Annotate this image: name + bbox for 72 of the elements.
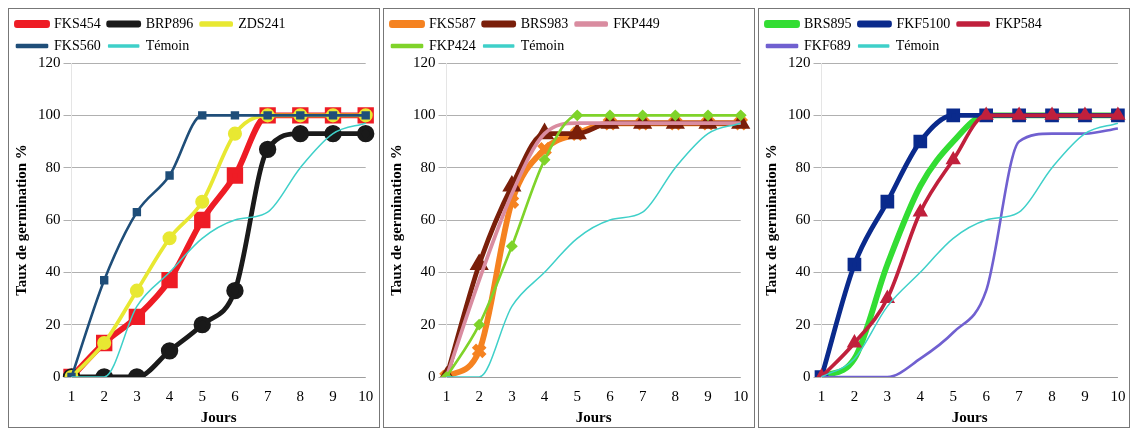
y-tick-label: 100 [788,106,811,123]
legend-label: BRS895 [804,15,852,31]
legend-label: Témoin [520,37,565,53]
y-tick-label: 60 [420,210,436,227]
y-tick-label: 80 [795,158,811,175]
x-tick-label: 8 [296,387,305,404]
x-tick-label: 9 [329,387,337,404]
legend-label: FKP424 [429,37,476,53]
x-tick-label: 3 [133,387,141,404]
x-tick-label: 3 [508,387,516,404]
x-tick-label: 7 [1015,387,1024,404]
y-tick-label: 40 [795,263,811,280]
y-tick-label: 120 [788,53,811,70]
legend-label: FKS454 [54,15,101,31]
y-tick-label: 100 [38,106,61,123]
y-axis-title: Taux de germination % [12,144,29,296]
x-tick-label: 4 [916,387,925,404]
legend-label: Témoin [145,37,190,53]
x-tick-label: 4 [165,387,174,404]
x-tick-label: 2 [100,387,108,404]
legend-label: FKF689 [804,37,851,53]
legend-label: BRS983 [520,15,569,31]
y-tick-label: 20 [795,315,811,332]
x-tick-label: 10 [733,387,749,404]
legend-label: FKF5100 [896,15,951,31]
y-tick-label: 40 [45,263,61,280]
legend-label: FKS560 [54,37,101,53]
x-tick-label: 5 [198,387,207,404]
y-tick-label: 20 [45,315,61,332]
legend-label: FKS587 [429,15,476,31]
x-tick-label: 6 [982,387,991,404]
x-tick-label: 5 [949,387,957,404]
x-axis-title: Jours [200,408,237,425]
y-axis-title: Taux de germination % [387,144,404,296]
legend-label: FKP449 [613,15,660,31]
x-axis-title: Jours [575,408,612,425]
x-tick-label: 1 [442,387,451,404]
y-axis-title: Taux de germination % [762,144,779,296]
y-tick-label: 0 [53,367,61,384]
x-tick-label: 3 [883,387,892,404]
y-tick-label: 100 [413,106,436,123]
y-tick-label: 0 [428,367,436,384]
x-tick-label: 2 [850,387,859,404]
x-tick-label: 1 [817,387,826,404]
x-tick-label: 8 [671,387,680,404]
y-tick-label: 120 [413,53,436,70]
y-tick-label: 20 [420,315,436,332]
y-tick-label: 40 [420,263,436,280]
x-tick-label: 10 [358,387,374,404]
y-tick-label: 60 [45,210,61,227]
x-tick-label: 5 [573,387,582,404]
x-axis-title: Jours [951,408,988,425]
legend-label: BRP896 [145,15,194,31]
x-tick-label: 9 [704,387,712,404]
legend-label: ZDS241 [238,15,286,31]
y-tick-label: 80 [45,158,61,175]
x-tick-label: 9 [1081,387,1089,404]
x-tick-label: 2 [475,387,483,404]
y-tick-label: 60 [795,210,811,227]
x-tick-label: 4 [540,387,549,404]
x-tick-label: 8 [1048,387,1056,404]
x-tick-label: 6 [231,387,240,404]
legend-label: FKP584 [995,15,1042,31]
x-tick-label: 7 [638,387,647,404]
x-tick-label: 7 [263,387,272,404]
y-tick-label: 80 [420,158,436,175]
x-tick-label: 6 [606,387,615,404]
x-tick-label: 1 [67,387,76,404]
legend-label: Témoin [895,37,940,53]
y-tick-label: 0 [803,367,811,384]
y-tick-label: 120 [38,53,61,70]
x-tick-label: 10 [1110,387,1126,404]
